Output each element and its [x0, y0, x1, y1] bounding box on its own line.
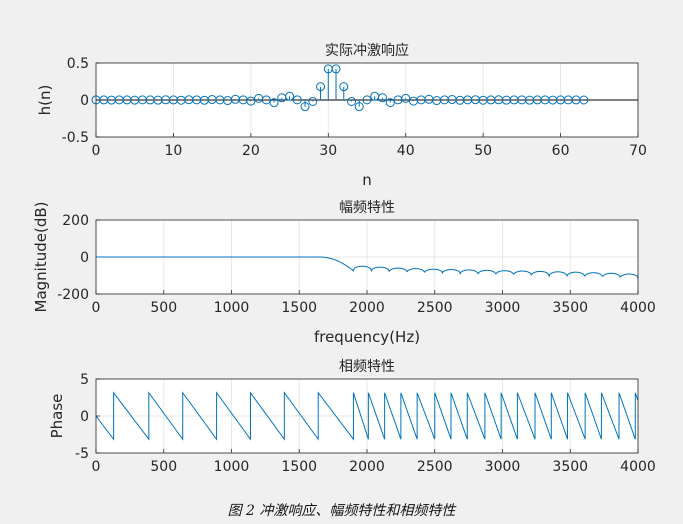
x-tick-label: 2000	[349, 459, 385, 475]
x-tick-label: 0	[92, 459, 101, 475]
y-tick-label: 5	[80, 372, 89, 388]
stem-marker	[377, 93, 387, 103]
x-tick-label: 4000	[620, 300, 656, 316]
x-tick-label: 0	[92, 143, 101, 159]
phase-curve	[95, 391, 639, 441]
y-tick-label: 0	[80, 93, 89, 109]
x-tick-label: 20	[242, 143, 260, 159]
x-tick-labels: 0 500 1000 1500 2000 2500 3000 3500 4000	[92, 300, 656, 316]
magnitude-response-panel: 0 500 1000 1500 2000 2500 3000 3500 4000 -200020…	[32, 200, 656, 346]
stem-marker	[362, 95, 372, 105]
axes-box	[95, 62, 639, 138]
stem-marker	[269, 98, 279, 108]
x-tick-label: 2500	[417, 459, 453, 475]
x-tick-label: 1000	[214, 459, 250, 475]
x-tick-labels: 0 500 1000 1500 2000 2500 3000 3500 4000	[92, 459, 656, 475]
stem-series	[91, 64, 638, 112]
figure-canvas: 0 10 20 30 40 50 60 70 -0.500.5 实际冲激响应 n h(n) 0…	[32, 42, 656, 475]
stem-marker	[331, 64, 341, 74]
stem-marker	[339, 82, 349, 92]
y-tick-label: 0.5	[67, 56, 89, 72]
stem-marker	[347, 96, 357, 106]
y-tick-labels: -0.5 0 0.5	[62, 56, 89, 146]
stem-marker	[261, 95, 271, 105]
x-axis-label: n	[362, 171, 372, 189]
phase-response-panel: 0 500 1000 1500 2000 2500 3000 3500 4000 -505 相频…	[48, 359, 656, 475]
stem-marker	[308, 96, 318, 106]
stem-marker	[385, 98, 395, 108]
chart-title: 幅频特性	[339, 200, 395, 216]
x-tick-labels: 0 10 20 30 40 50 60 70	[92, 143, 647, 159]
y-tick-label: -5	[75, 446, 89, 462]
axes-box	[95, 219, 639, 295]
axes-box	[95, 378, 639, 454]
stem-marker	[246, 96, 256, 106]
y-axis-label: h(n)	[36, 85, 54, 116]
x-tick-label: 10	[165, 143, 183, 159]
stem-marker	[579, 95, 589, 105]
x-tick-label: 50	[474, 143, 492, 159]
x-tick-label: 60	[552, 143, 570, 159]
x-tick-label: 3500	[552, 300, 588, 316]
chart-title: 实际冲激响应	[325, 42, 409, 59]
y-tick-labels: -5 0 5	[75, 372, 89, 462]
x-tick-label: 3000	[485, 300, 521, 316]
stem-marker	[354, 102, 364, 112]
x-tick-label: 0	[92, 300, 101, 316]
phase-line	[95, 391, 639, 441]
x-tick-label: 2500	[417, 300, 453, 316]
y-axis-label: Phase	[48, 394, 66, 439]
x-tick-label: 1500	[281, 300, 317, 316]
y-tick-label: 0	[80, 250, 89, 266]
x-tick-label: 1500	[281, 459, 317, 475]
x-tick-label: 1000	[214, 300, 250, 316]
x-tick-label: 40	[397, 143, 415, 159]
x-tick-label: 30	[319, 143, 337, 159]
stem-marker	[292, 95, 302, 105]
impulse-response-panel: 0 10 20 30 40 50 60 70 -0.500.5 实际冲激响应 n h(n)	[36, 42, 647, 189]
stem-marker	[285, 91, 295, 101]
x-tick-label: 3000	[485, 459, 521, 475]
figure-caption: 图 2 冲激响应、幅频特性和相频特性	[227, 503, 456, 519]
stem-marker	[300, 102, 310, 112]
y-tick-label: 0	[80, 409, 89, 425]
x-tick-label: 3500	[552, 459, 588, 475]
stem-marker	[401, 93, 411, 103]
x-axis-label: frequency(Hz)	[314, 328, 420, 346]
x-tick-label: 500	[150, 459, 177, 475]
chart-title: 相频特性	[339, 359, 395, 375]
y-tick-label: -0.5	[62, 130, 89, 146]
x-tick-label: 4000	[620, 459, 656, 475]
y-tick-label: -200	[57, 287, 89, 303]
figure: 0 10 20 30 40 50 60 70 -0.5 0 0.5 实际冲激响应 n h(n) 0…	[32, 42, 656, 519]
y-tick-labels: -200 0 200	[57, 213, 89, 303]
y-tick-label: 200	[62, 213, 89, 229]
y-axis-label: Magnitude(dB)	[32, 202, 50, 313]
x-tick-label: 500	[150, 300, 177, 316]
magnitude-curve	[96, 256, 639, 279]
x-tick-label: 70	[629, 143, 647, 159]
magnitude-line	[96, 256, 639, 279]
stem-marker	[316, 82, 326, 92]
x-tick-label: 2000	[349, 300, 385, 316]
